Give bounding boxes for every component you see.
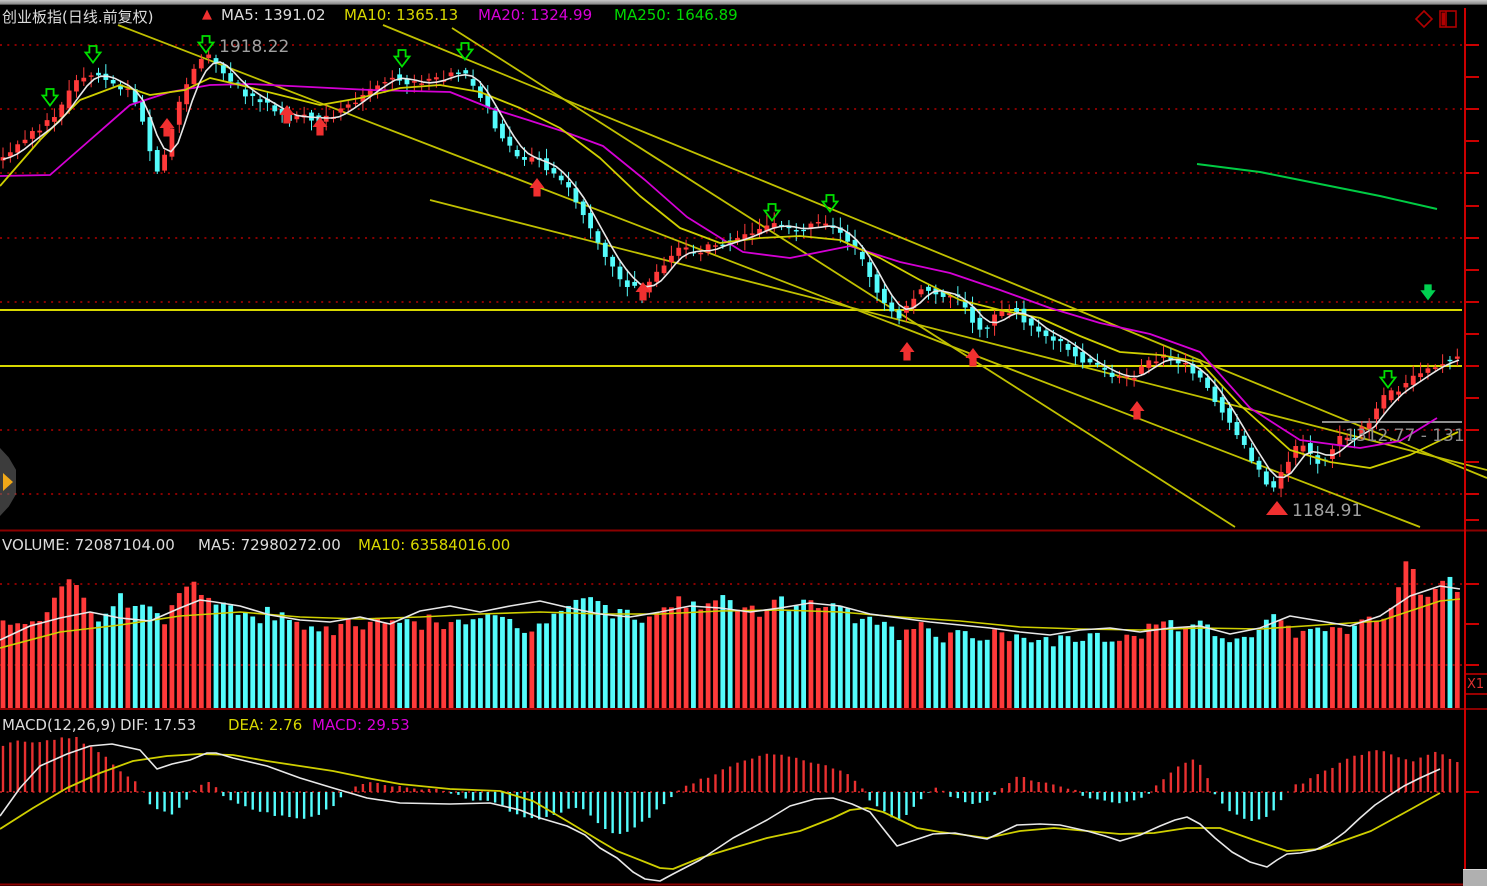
low-point-marker [1266,501,1288,515]
trendline [429,199,1487,471]
ma10-line [0,77,1459,469]
volume-value: VOLUME: 72087104.00 [2,536,175,554]
ma5-value: MA5: 1391.02 [221,6,326,24]
scale-x1-badge: X1 [1467,677,1485,692]
sell-arrow-icon [392,49,412,68]
sidebar-slide-handle[interactable] [0,448,16,516]
sell-arrow-icon [40,88,60,107]
buy-arrow-icon [635,282,651,301]
ma5-line [2,61,1460,479]
titlebar-icons [1414,9,1457,29]
volume-ma5-line [0,585,1461,641]
dif-line [0,743,1441,882]
ma250-value: MA250: 1646.89 [614,6,738,24]
macd-header: MACD(12,26,9) DIF: 17.53 DEA: 2.76 MACD:… [0,716,1487,736]
volume-bars [0,561,1460,708]
trendline [451,27,1236,528]
price-labels: 1918.22 1184.91 1312.77 - 131 [219,37,1465,521]
trendline [382,24,1487,479]
buy-arrow-icon [1129,401,1145,420]
buy-arrow-icon [899,342,915,361]
buy-arrow-icon [312,117,328,136]
sell-arrow-icon [820,194,840,213]
down-arrow-filled-icon [1420,284,1436,301]
volume-ma5-value: MA5: 72980272.00 [198,536,341,554]
sell-arrow-icon [1378,370,1398,389]
dea-value: DEA: 2.76 [228,716,303,734]
buy-arrow-icon [965,348,981,367]
signal-arrows [40,35,1436,515]
main-chart-header: 创业板指(日线.前复权) ▲ MA5: 1391.02 MA10: 1365.1… [0,6,1487,26]
sell-arrow-icon [196,35,216,54]
sell-arrow-icon [455,42,475,61]
expand-arrow-icon [3,473,13,491]
instrument-title: 创业板指(日线.前复权) [2,8,154,26]
low-price-label: 1184.91 [1292,501,1362,521]
ma20-line [0,83,1438,449]
buy-arrow-icon [159,118,175,137]
macd-value: MACD: 29.53 [312,716,410,734]
macd-params: MACD(12,26,9) [2,716,116,734]
axes [0,8,1487,886]
dea-line [0,753,1441,870]
up-arrow-icon: ▲ [202,7,212,22]
sell-arrow-icon [762,203,782,222]
buy-arrow-icon [279,105,295,124]
measure-note-label: 1312.77 - 131 [1345,426,1465,446]
volume-ma10-line [0,598,1461,649]
window-top-edge [0,0,1487,5]
macd-histogram [1,736,1459,834]
diamond-icon[interactable] [1414,9,1434,29]
volume-header: VOLUME: 72087104.00 MA5: 72980272.00 MA1… [0,536,1487,556]
split-window-icon[interactable] [1439,10,1457,28]
ma20-value: MA20: 1324.99 [478,6,593,24]
dif-value: DIF: 17.53 [120,716,197,734]
scrollbar-corner [1463,869,1487,886]
buy-arrow-icon [529,178,545,197]
sell-arrow-icon [83,45,103,64]
ma250-line [1196,163,1438,210]
trendline [117,24,1421,528]
high-price-label: 1918.22 [219,37,289,57]
ma-lines [0,61,1461,882]
volume-ma10-value: MA10: 63584016.00 [358,536,511,554]
trendlines [117,24,1487,528]
ma10-value: MA10: 1365.13 [344,6,459,24]
